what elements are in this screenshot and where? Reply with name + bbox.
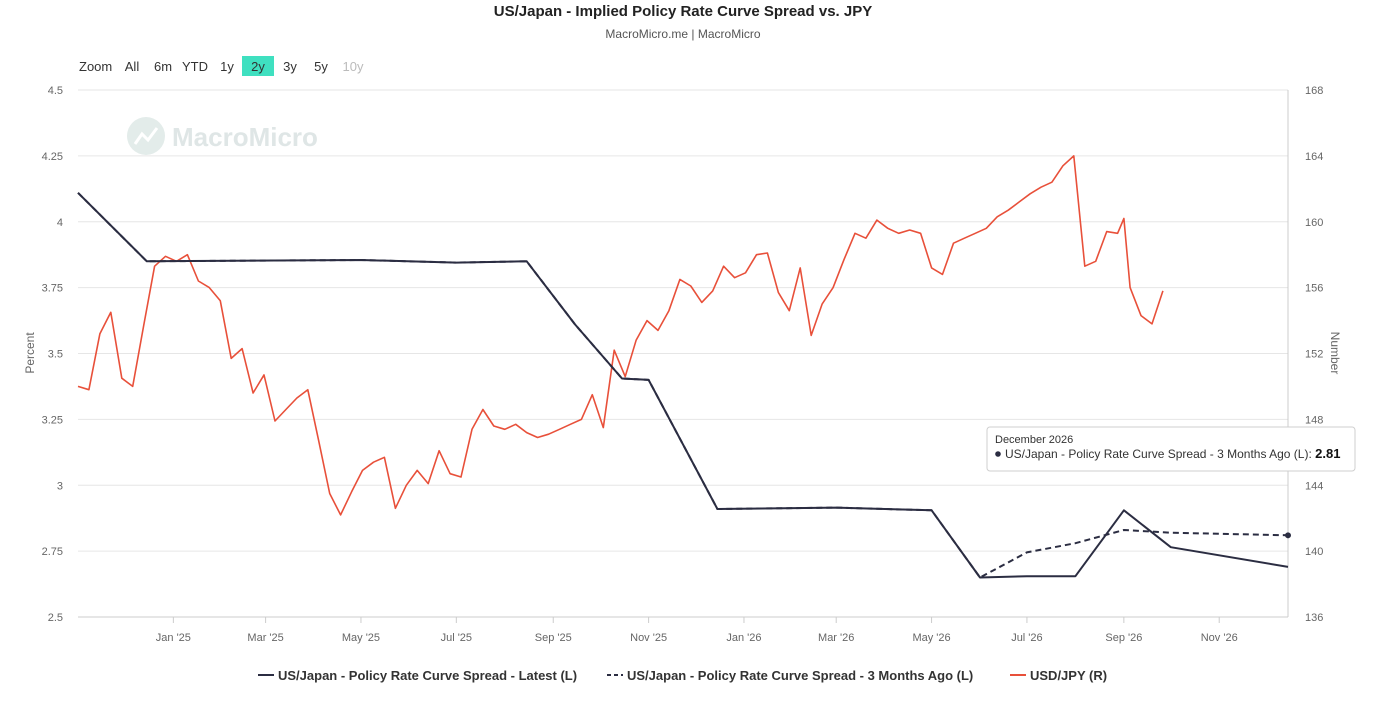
y-right-tick-label: 136 [1305,612,1323,624]
zoom-active-bg [242,56,274,76]
y-left-tick-label: 4.5 [48,85,63,97]
y-right-tick-label: 144 [1305,480,1323,492]
x-tick-label: May '25 [342,632,380,644]
y-left-axis-label: Percent [23,332,37,374]
zoom-button-label: 6m [154,59,172,74]
series-layer [77,155,1291,579]
zoom-button-10y: 10y [343,59,364,74]
zoom-button-label: All [125,59,140,74]
x-tick-label: Jan '26 [726,632,761,644]
zoom-button-label: 3y [283,59,297,74]
x-tick-label: Jan '25 [156,632,191,644]
zoom-button-label: 5y [314,59,328,74]
y-left-tick-label: 3.75 [42,283,63,295]
zoom-button-5y[interactable]: 5y [314,59,328,74]
zoom-label: Zoom [79,59,112,74]
legend-item-label[interactable]: US/Japan - Policy Rate Curve Spread - 3 … [627,668,973,683]
chart-subtitle: MacroMicro.me | MacroMicro [605,27,760,41]
legend-item-label[interactable]: US/Japan - Policy Rate Curve Spread - La… [278,668,577,683]
y-right-tick-label: 156 [1305,283,1323,295]
zoom-button-1y[interactable]: 1y [220,59,234,74]
x-tick-label: Nov '26 [1201,632,1238,644]
x-tick-label: Mar '25 [247,632,283,644]
tooltip-box [986,426,1356,472]
y-left-tick-label: 3 [57,480,63,492]
zoom-button-label: 10y [343,59,364,74]
zoom-button-All[interactable]: All [125,59,140,74]
chart-title: US/Japan - Implied Policy Rate Curve Spr… [494,3,872,20]
watermark: MacroMicro [127,117,318,155]
series-line-0[interactable] [77,192,1289,579]
hover-point [1285,532,1291,539]
x-tick-label: Sep '25 [535,632,572,644]
y-left-tick-label: 2.5 [48,612,63,624]
y-right-tick-label: 140 [1305,546,1323,558]
zoom-button-6m[interactable]: 6m [154,59,172,74]
axes: 4.5 168 4.25 164 4 160 3.75 156 3.5 152 3.25 148 3 14… [42,85,1324,644]
x-tick-label: Nov '25 [630,632,667,644]
zoom-button-label: 1y [220,59,234,74]
zoom-button-YTD[interactable]: YTD [182,59,208,74]
y-left-tick-label: 4.25 [42,151,63,163]
tooltip-series-label: US/Japan - Policy Rate Curve Spread - 3 … [1005,447,1315,461]
y-left-tick-label: 3.5 [48,349,63,361]
tooltip-bullet-icon [995,451,1001,457]
y-left-tick-label: 3.25 [42,414,63,426]
zoom-bar: Zoom All 6m YTD 1y 2y 3y 5y 10y [79,56,364,76]
series-line-2[interactable] [77,155,1164,516]
y-left-tick-label: 4 [57,217,63,229]
tooltip-date: December 2026 [995,434,1073,446]
y-right-tick-label: 160 [1305,217,1323,229]
zoom-button-label: YTD [182,59,208,74]
x-tick-label: Mar '26 [818,632,854,644]
series-line-1[interactable] [77,192,1289,579]
y-right-tick-label: 152 [1305,349,1323,361]
zoom-button-label: 2y [251,59,265,74]
legend-item-label[interactable]: USD/JPY (R) [1030,668,1107,683]
watermark-text: MacroMicro [172,122,318,152]
y-right-tick-label: 148 [1305,414,1323,426]
x-tick-label: Jul '25 [441,632,472,644]
x-tick-label: May '26 [912,632,950,644]
y-right-tick-label: 168 [1305,85,1323,97]
y-left-tick-label: 2.75 [42,546,63,558]
y-right-tick-label: 164 [1305,151,1323,163]
tooltip-value: 2.81 [1315,446,1340,461]
grid [78,89,1288,618]
legend: US/Japan - Policy Rate Curve Spread - La… [258,668,1107,683]
watermark-logo-mark [133,127,159,145]
tooltip: December 2026 US/Japan - Policy Rate Cur… [986,426,1356,472]
y-right-axis-label: Number [1328,332,1342,375]
x-tick-label: Sep '26 [1105,632,1142,644]
zoom-button-2y[interactable]: 2y [242,56,274,76]
tooltip-line: US/Japan - Policy Rate Curve Spread - 3 … [1005,446,1340,461]
zoom-button-3y[interactable]: 3y [283,59,297,74]
x-tick-label: Jul '26 [1011,632,1042,644]
